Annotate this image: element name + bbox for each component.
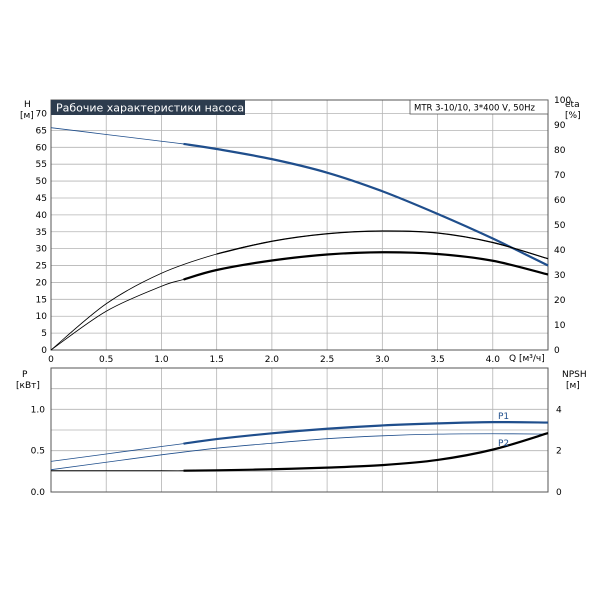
npsh-tick-label: 0 xyxy=(556,488,562,498)
series-label-p1: P1 xyxy=(498,412,509,422)
y2-tick-label: 90 xyxy=(554,121,566,131)
y-tick-label: 30 xyxy=(36,245,48,255)
y2-tick-label: 40 xyxy=(554,246,566,256)
top-chart-frame xyxy=(50,99,549,351)
npsh-tick-label: 2 xyxy=(556,447,562,457)
y-tick-label: 5 xyxy=(41,329,47,339)
head-curve-thin xyxy=(50,127,549,266)
power-tick-label: 1.0 xyxy=(31,405,46,415)
npsh-axis-label-unit: [м] xyxy=(566,381,580,391)
x-tick-label: 0.5 xyxy=(99,355,113,365)
x-tick-label: 1.5 xyxy=(210,355,224,365)
y-tick-label: 45 xyxy=(36,194,47,204)
y2-tick-label: 60 xyxy=(554,196,566,206)
chart-title: Рабочие характеристики насоса xyxy=(56,102,244,115)
y-axis-label-name: H xyxy=(24,100,31,110)
x-tick-label: 4.0 xyxy=(486,355,501,365)
power-tick-label: 0.0 xyxy=(31,488,46,498)
x-tick-label: 1.0 xyxy=(154,355,169,365)
y-tick-label: 10 xyxy=(36,312,48,322)
y2-tick-label: 30 xyxy=(554,271,566,281)
top-chart-series xyxy=(50,127,549,351)
power-axis-label-unit: [кВт] xyxy=(16,381,40,391)
y-tick-label: 50 xyxy=(36,177,48,187)
power-p1-curve-thick xyxy=(183,421,549,445)
power-p2-curve-thin xyxy=(50,433,549,471)
bottom-chart-frame xyxy=(50,367,549,493)
x-tick-label: 2.0 xyxy=(265,355,280,365)
bottom-chart-tick-labels: 0.0 0.5 1.0 0 2 4 xyxy=(31,405,562,498)
chart-subtitle: MTR 3-10/10, 3*400 V, 50Hz xyxy=(414,104,536,114)
y2-axis-label-unit: [%] xyxy=(565,111,581,121)
x-tick-label: 2.5 xyxy=(320,355,334,365)
y-tick-label: 55 xyxy=(36,160,47,170)
y2-tick-label: 50 xyxy=(554,221,566,231)
chart-title-box xyxy=(51,100,245,115)
y-tick-label: 0 xyxy=(41,346,47,356)
efficiency-curve-2-thick xyxy=(183,251,549,281)
efficiency-curve-1-thick xyxy=(216,230,549,260)
y2-tick-label: 10 xyxy=(554,321,566,331)
npsh-curve-thin xyxy=(51,432,549,472)
x-tick-label: 0 xyxy=(48,355,54,365)
y-axis-label-unit: [м] xyxy=(20,111,34,121)
y-tick-label: 35 xyxy=(36,228,47,238)
y2-tick-label: 20 xyxy=(554,296,566,306)
y-tick-label: 40 xyxy=(36,211,48,221)
y2-tick-label: 0 xyxy=(554,346,560,356)
power-p1-curve-thin xyxy=(50,421,549,462)
y-tick-label: 15 xyxy=(36,295,47,305)
y2-tick-label: 80 xyxy=(554,146,566,156)
top-chart-grid xyxy=(50,100,548,351)
series-label-p2: P2 xyxy=(498,439,509,449)
x-tick-label: 3.5 xyxy=(430,355,444,365)
chart-subtitle-box xyxy=(409,99,549,115)
y-tick-label: 70 xyxy=(36,110,48,120)
top-chart-tick-labels: 0 0.5 1.0 1.5 2.0 2.5 3.0 3.5 4.0 0 5 10 15 20 25 30 35 4… xyxy=(36,96,572,365)
npsh-tick-label: 4 xyxy=(556,405,562,415)
x-axis-label: Q [м³/ч] xyxy=(509,354,545,364)
y2-tick-label: 70 xyxy=(554,171,566,181)
y2-tick-label: 100 xyxy=(554,96,571,106)
y-tick-label: 20 xyxy=(36,278,48,288)
npsh-curve-thick xyxy=(183,432,549,472)
y2-axis-label-name: eta xyxy=(565,100,580,110)
y-tick-label: 65 xyxy=(36,126,47,136)
power-axis-label-name: P xyxy=(22,370,28,380)
power-tick-label: 0.5 xyxy=(31,447,45,457)
x-tick-label: 3.0 xyxy=(375,355,390,365)
npsh-axis-label-name: NPSH xyxy=(562,370,587,380)
bottom-chart-series xyxy=(50,421,549,472)
y-tick-label: 25 xyxy=(36,262,47,272)
efficiency-curve-2-thin xyxy=(50,251,549,351)
y-tick-label: 60 xyxy=(36,143,48,153)
head-curve-thick xyxy=(183,142,549,267)
